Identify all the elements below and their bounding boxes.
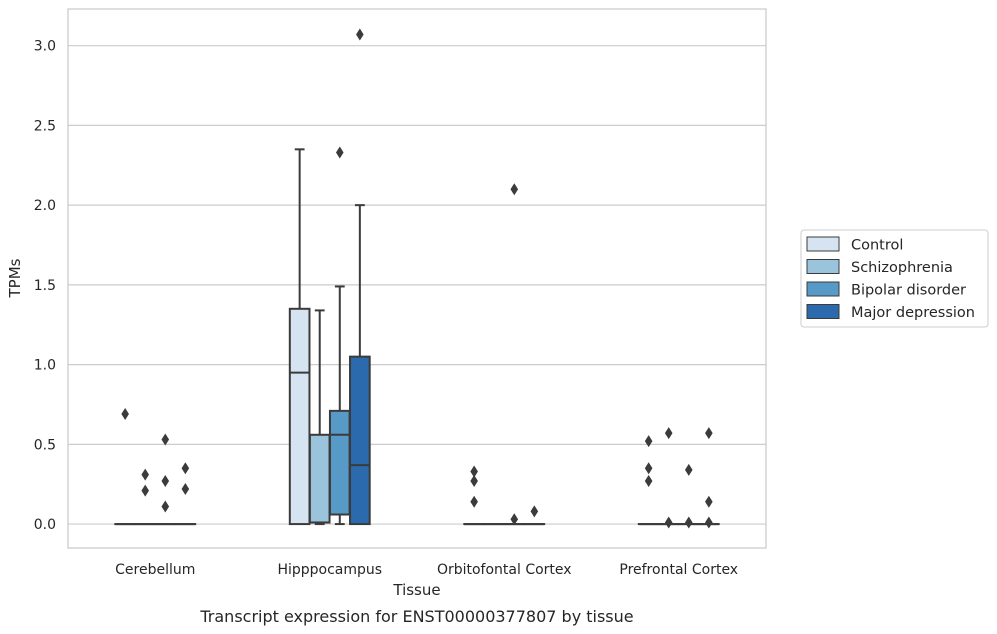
chart-caption: Transcript expression for ENST0000037780… [199, 607, 633, 626]
y-tick-label: 2.0 [34, 198, 56, 214]
box-body [288, 307, 311, 526]
legend-label: Major depression [851, 305, 975, 321]
x-tick-labels: Cerebellum Hipppocampus Orbitofontal Corte… [115, 562, 738, 578]
legend-frame [800, 229, 989, 328]
legend-label: Bipolar disorder [851, 283, 966, 299]
plot-frame [67, 8, 767, 549]
box-group [308, 309, 331, 526]
box-body [308, 433, 331, 524]
legend-label: Schizophrenia [851, 260, 953, 276]
y-tick-label: 1.0 [34, 358, 56, 374]
outlier-point [470, 465, 478, 478]
x-axis-label: Tissue [392, 581, 440, 599]
y-tick-label: 0.5 [34, 437, 56, 453]
outlier-point [161, 475, 170, 488]
legend-items: Control Schizophrenia Bipolar disorder Majo… [806, 236, 975, 321]
x-tick-label: Hipppocampus [277, 562, 382, 578]
legend-swatch [806, 259, 840, 274]
outlier-point [644, 475, 653, 488]
legend: Control Schizophrenia Bipolar disorder Majo… [800, 229, 989, 328]
box-group [463, 465, 485, 526]
box-group [677, 463, 700, 529]
box-group [328, 146, 351, 526]
x-tick-label: Prefrontal Cortex [619, 562, 738, 578]
box-group [637, 435, 660, 526]
box-group [288, 148, 311, 526]
box-group [134, 468, 157, 526]
outlier-point [141, 484, 150, 497]
outlier-point [335, 146, 344, 159]
outlier-point [161, 433, 170, 446]
outlier-point [470, 495, 478, 508]
outlier-point [510, 513, 519, 526]
outlier-point [161, 500, 170, 513]
outlier-point [510, 183, 519, 196]
grid-lines [68, 45, 766, 525]
outlier-point [181, 462, 190, 475]
x-tick-label: Cerebellum [115, 562, 195, 578]
outlier-point [644, 435, 653, 448]
legend-swatch [806, 236, 840, 252]
y-tick-label: 0.0 [34, 517, 56, 533]
outlier-point [705, 516, 713, 529]
box-group [114, 408, 136, 526]
outlier-point [664, 516, 673, 529]
box-body [349, 355, 371, 526]
legend-swatch [806, 281, 840, 297]
legend-swatch [806, 304, 840, 319]
outlier-point [121, 408, 129, 421]
outlier-point [470, 475, 478, 488]
y-tick-labels: 0.0 0.5 1.0 1.5 2.0 2.5 3.0 [34, 39, 56, 533]
outlier-point [664, 427, 673, 440]
box-group [174, 462, 197, 526]
outlier-point [530, 505, 539, 518]
outlier-point [644, 462, 653, 475]
box-layer [114, 28, 720, 529]
outlier-point [705, 427, 713, 440]
box-group [349, 28, 371, 526]
y-axis-label: TPMs [6, 258, 24, 298]
outlier-point [705, 495, 713, 508]
outlier-point [684, 516, 693, 529]
box-group [657, 427, 680, 529]
box-group [698, 427, 720, 529]
box-group [503, 183, 526, 526]
outlier-point [141, 468, 150, 481]
y-tick-label: 2.5 [34, 118, 56, 134]
box-body [328, 409, 351, 516]
outlier-point [684, 463, 693, 476]
outlier-point [356, 28, 364, 41]
box-group [523, 505, 546, 526]
x-tick-label: Orbitofontal Cortex [437, 562, 572, 578]
legend-label: Control [851, 238, 903, 254]
box-group [154, 433, 177, 526]
y-tick-label: 1.5 [34, 278, 56, 294]
y-tick-label: 3.0 [34, 39, 56, 55]
outlier-point [181, 482, 190, 495]
